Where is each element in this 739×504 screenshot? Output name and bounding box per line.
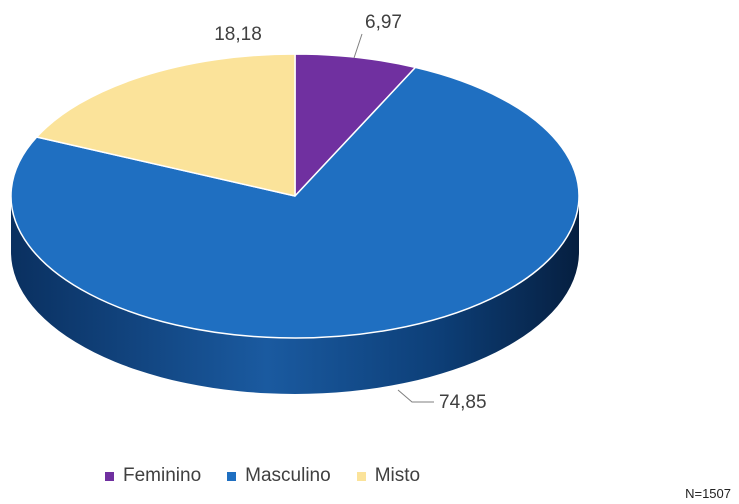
legend-item-misto: Misto [356,465,421,487]
sample-size-note: N=1507 [685,486,731,501]
leader-line-feminino [353,33,363,59]
pie-side-masculino [11,196,579,394]
legend-label-masculino: Masculino [245,465,331,486]
pie-slice-masculino [10,66,580,339]
legend-label-feminino: Feminino [123,465,202,486]
legend: Feminino Masculino Misto [105,465,446,487]
data-label-masculino: 74,85 [439,392,487,413]
legend-swatch-masculino [227,471,237,481]
data-label-misto: 18,18 [214,24,262,45]
legend-label-misto: Misto [374,465,421,486]
data-label-feminino: 6,97 [365,12,402,33]
pie-slice-misto [35,53,296,197]
legend-swatch-feminino [105,471,114,481]
pie-slice-feminino [294,53,417,197]
leader-line-masculino [397,389,434,403]
legend-swatch-misto [356,471,366,481]
legend-item-feminino: Feminino [105,465,201,487]
legend-item-masculino: Masculino [227,465,331,487]
